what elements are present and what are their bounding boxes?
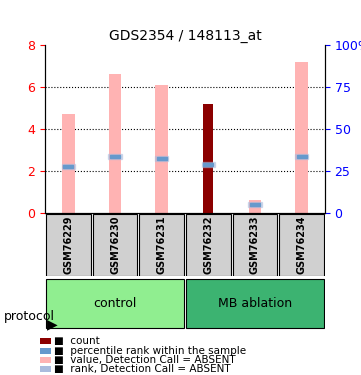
Bar: [250, 203, 260, 206]
Title: GDS2354 / 148113_at: GDS2354 / 148113_at: [109, 28, 261, 43]
Bar: [108, 154, 122, 159]
Bar: [249, 200, 261, 213]
Text: ■  percentile rank within the sample: ■ percentile rank within the sample: [54, 346, 246, 355]
Text: GSM76229: GSM76229: [64, 215, 73, 274]
FancyBboxPatch shape: [46, 214, 91, 276]
Text: GSM76232: GSM76232: [203, 215, 213, 274]
Bar: [62, 114, 75, 213]
Bar: [248, 202, 262, 207]
FancyBboxPatch shape: [186, 214, 231, 276]
Text: GSM76230: GSM76230: [110, 215, 120, 274]
Text: ■  rank, Detection Call = ABSENT: ■ rank, Detection Call = ABSENT: [54, 364, 231, 374]
Bar: [64, 165, 74, 168]
Bar: [295, 154, 308, 159]
Text: ▶: ▶: [47, 317, 57, 332]
Bar: [157, 157, 167, 160]
Text: ■  count: ■ count: [54, 336, 100, 346]
Bar: [109, 74, 121, 213]
Text: control: control: [93, 297, 137, 310]
Bar: [296, 154, 306, 158]
FancyBboxPatch shape: [232, 214, 277, 276]
Text: GSM76231: GSM76231: [157, 215, 167, 274]
Bar: [155, 156, 169, 161]
Bar: [62, 164, 75, 170]
Text: ■  value, Detection Call = ABSENT: ■ value, Detection Call = ABSENT: [54, 355, 236, 365]
Text: protocol: protocol: [4, 310, 55, 323]
Text: MB ablation: MB ablation: [218, 297, 292, 310]
Bar: [201, 162, 215, 167]
FancyBboxPatch shape: [186, 279, 324, 328]
FancyBboxPatch shape: [93, 214, 138, 276]
FancyBboxPatch shape: [46, 279, 184, 328]
Bar: [295, 62, 308, 213]
Bar: [203, 104, 213, 213]
Bar: [155, 85, 168, 213]
Bar: [203, 163, 213, 166]
Bar: [110, 154, 120, 158]
FancyBboxPatch shape: [279, 214, 324, 276]
Text: GSM76233: GSM76233: [250, 215, 260, 274]
Text: GSM76234: GSM76234: [297, 215, 306, 274]
FancyBboxPatch shape: [139, 214, 184, 276]
